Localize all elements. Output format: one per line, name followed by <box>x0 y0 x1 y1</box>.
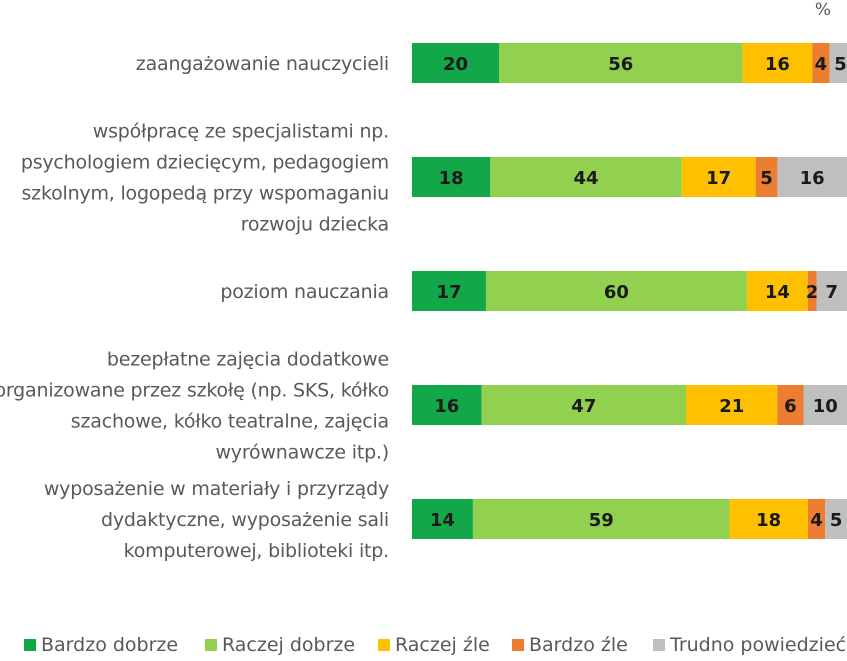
data-label: 17 <box>436 282 461 303</box>
data-label: 4 <box>810 510 823 531</box>
bar-segment-raczej-dobrze <box>472 499 730 539</box>
legend-swatch <box>512 639 524 651</box>
category-label: poziom nauczania <box>220 281 389 303</box>
data-label: 6 <box>784 396 797 417</box>
data-label: 16 <box>434 396 459 417</box>
bar-segment-trudno-powiedzie- <box>777 157 847 197</box>
category-labels: zaangażowanie nauczycieli współpracę ze s… <box>0 53 389 562</box>
category-label: psychologiem dziecięcym, pedagogiem <box>21 152 389 174</box>
data-label: 7 <box>826 282 839 303</box>
data-label: 18 <box>756 510 781 531</box>
category-label: szkolnym, logopedą przy wspomaganiu <box>21 183 389 205</box>
bar-segment-raczej-le <box>729 499 808 539</box>
unit-label: % <box>815 0 831 20</box>
data-label: 10 <box>813 396 838 417</box>
bar-segment-bardzo-dobrze <box>412 271 486 311</box>
bar-segment-bardzo-le <box>807 499 826 539</box>
bar-segment-raczej-le <box>746 271 808 311</box>
bar-segment-trudno-powiedzie- <box>825 499 847 539</box>
data-label: 59 <box>589 510 614 531</box>
data-label: 14 <box>430 510 455 531</box>
legend-label: Raczej źle <box>395 634 490 656</box>
bar-segment-trudno-powiedzie- <box>829 43 847 83</box>
category-label: komputerowej, biblioteki itp. <box>124 540 389 562</box>
data-label: 5 <box>834 54 847 75</box>
bar-segment-bardzo-dobrze <box>412 385 482 425</box>
category-label: zaangażowanie nauczycieli <box>136 53 389 75</box>
legend-swatch <box>378 639 390 651</box>
legend: Bardzo dobrze Raczej dobrze Raczej źle Bard… <box>24 634 846 656</box>
legend-label: Raczej dobrze <box>222 634 355 656</box>
bar-segment-raczej-le <box>681 157 756 197</box>
data-label: 21 <box>719 396 744 417</box>
bar-segment-bardzo-le <box>755 157 778 197</box>
data-label: 5 <box>760 168 773 189</box>
category-label: wyposażenie w materiały i przyrządy <box>44 478 389 500</box>
bar-segment-raczej-dobrze <box>485 271 747 311</box>
bar-segment-bardzo-dobrze <box>412 157 491 197</box>
bar-segment-bardzo-dobrze <box>412 499 473 539</box>
bar-segment-raczej-le <box>742 43 813 83</box>
bar-segment-trudno-powiedzie- <box>816 271 847 311</box>
data-label: 17 <box>706 168 731 189</box>
bar-segment-trudno-powiedzie- <box>803 385 847 425</box>
category-label: rozwoju dziecka <box>241 214 389 236</box>
data-label: 5 <box>830 510 843 531</box>
legend-swatch <box>24 639 36 651</box>
legend-swatch <box>653 639 665 651</box>
bar-segment-bardzo-dobrze <box>412 43 499 83</box>
bar-segment-raczej-dobrze <box>499 43 743 83</box>
bar-segment-bardzo-le <box>812 43 830 83</box>
category-label: bezepłatne zajęcia dodatkowe <box>107 349 389 371</box>
data-label: 44 <box>573 168 598 189</box>
data-label: 2 <box>806 282 819 303</box>
bar-segment-bardzo-le <box>807 271 817 311</box>
data-label: 47 <box>571 396 596 417</box>
data-label: 14 <box>765 282 790 303</box>
data-label: 60 <box>604 282 629 303</box>
data-label: 4 <box>815 54 828 75</box>
legend-swatch <box>205 639 217 651</box>
bar-segment-raczej-dobrze <box>481 385 687 425</box>
legend-label: Trudno powiedzieć <box>669 634 846 656</box>
category-label: organizowane przez szkołę (np. SKS, kółk… <box>0 380 389 402</box>
data-label: 56 <box>608 54 633 75</box>
category-label: szachowe, kółko teatralne, zajęcia <box>71 411 389 433</box>
data-label: 16 <box>765 54 790 75</box>
data-label: 20 <box>443 54 468 75</box>
data-label: 16 <box>800 168 825 189</box>
bar-segment-bardzo-le <box>777 385 804 425</box>
legend-label: Bardzo źle <box>529 634 628 656</box>
category-label: dydaktyczne, wyposażenie sali <box>101 509 389 531</box>
data-label: 18 <box>439 168 464 189</box>
legend-label: Bardzo dobrze <box>41 634 178 656</box>
category-label: wyrównawcze itp.) <box>215 442 389 464</box>
category-label: współpracę ze specjalistami np. <box>93 121 389 143</box>
bar-segment-raczej-dobrze <box>490 157 682 197</box>
bar-segment-raczej-le <box>686 385 778 425</box>
